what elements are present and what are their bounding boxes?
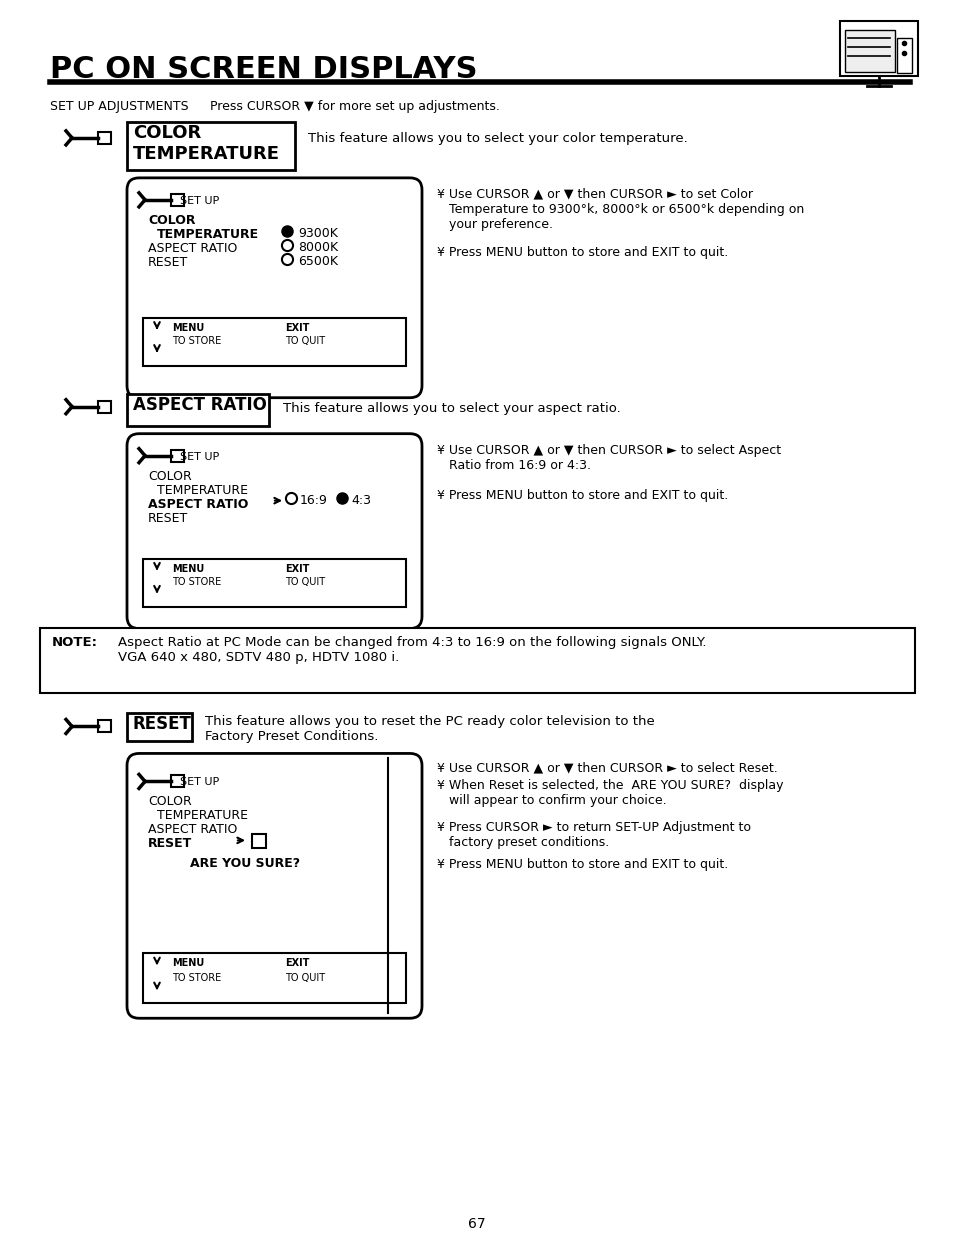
Bar bbox=[844, 30, 894, 72]
Text: TO QUIT: TO QUIT bbox=[285, 336, 325, 346]
Text: ¥ Use CURSOR ▲ or ▼ then CURSOR ► to select Aspect
   Ratio from 16:9 or 4:3.: ¥ Use CURSOR ▲ or ▼ then CURSOR ► to sel… bbox=[436, 443, 781, 472]
Text: TEMPERATURE: TEMPERATURE bbox=[157, 484, 248, 496]
Text: COLOR: COLOR bbox=[148, 469, 192, 483]
Bar bbox=[98, 400, 111, 412]
Bar bbox=[98, 720, 111, 732]
Text: ¥ When Reset is selected, the  ARE YOU SURE?  display
   will appear to confirm : ¥ When Reset is selected, the ARE YOU SU… bbox=[436, 779, 782, 808]
Text: 8000K: 8000K bbox=[297, 241, 337, 254]
Text: ¥ Use CURSOR ▲ or ▼ then CURSOR ► to set Color
   Temperature to 9300°k, 8000°k : ¥ Use CURSOR ▲ or ▼ then CURSOR ► to set… bbox=[436, 188, 803, 231]
Bar bbox=[171, 194, 184, 206]
Text: ASPECT RATIO: ASPECT RATIO bbox=[132, 395, 267, 414]
Text: COLOR
TEMPERATURE: COLOR TEMPERATURE bbox=[132, 124, 280, 163]
FancyBboxPatch shape bbox=[127, 753, 421, 1018]
Text: ¥ Press MENU button to store and EXIT to quit.: ¥ Press MENU button to store and EXIT to… bbox=[436, 489, 727, 501]
Text: TEMPERATURE: TEMPERATURE bbox=[157, 227, 259, 241]
Text: 6500K: 6500K bbox=[297, 254, 337, 268]
Text: 67: 67 bbox=[468, 1218, 485, 1231]
Text: ¥ Press CURSOR ► to return SET-UP Adjustment to
   factory preset conditions.: ¥ Press CURSOR ► to return SET-UP Adjust… bbox=[436, 821, 750, 850]
Text: This feature allows you to select your color temperature.: This feature allows you to select your c… bbox=[308, 132, 687, 144]
Text: MENU: MENU bbox=[172, 563, 204, 573]
Bar bbox=[98, 132, 111, 144]
Text: RESET: RESET bbox=[148, 511, 188, 525]
Bar bbox=[171, 450, 184, 462]
Text: RESET: RESET bbox=[148, 256, 188, 269]
Text: This feature allows you to select your aspect ratio.: This feature allows you to select your a… bbox=[283, 401, 620, 415]
Text: 4:3: 4:3 bbox=[351, 494, 371, 506]
Text: SET UP: SET UP bbox=[180, 452, 219, 462]
Text: TO STORE: TO STORE bbox=[172, 973, 221, 983]
Text: SET UP: SET UP bbox=[180, 196, 219, 206]
Text: RESET: RESET bbox=[132, 715, 192, 734]
Text: SET UP: SET UP bbox=[180, 777, 219, 788]
Text: ¥ Press MENU button to store and EXIT to quit.: ¥ Press MENU button to store and EXIT to… bbox=[436, 858, 727, 872]
Text: SET UP ADJUSTMENTS: SET UP ADJUSTMENTS bbox=[50, 100, 189, 112]
Text: EXIT: EXIT bbox=[285, 563, 309, 573]
FancyBboxPatch shape bbox=[127, 178, 421, 398]
Text: 9300K: 9300K bbox=[297, 227, 337, 240]
Text: ASPECT RATIO: ASPECT RATIO bbox=[148, 498, 248, 510]
Text: ASPECT RATIO: ASPECT RATIO bbox=[148, 824, 237, 836]
Text: ¥ Press MENU button to store and EXIT to quit.: ¥ Press MENU button to store and EXIT to… bbox=[436, 246, 727, 259]
Text: TO QUIT: TO QUIT bbox=[285, 973, 325, 983]
FancyBboxPatch shape bbox=[127, 433, 421, 629]
Text: MENU: MENU bbox=[172, 958, 204, 968]
Bar bbox=[171, 776, 184, 788]
Text: ¥ Use CURSOR ▲ or ▼ then CURSOR ► to select Reset.: ¥ Use CURSOR ▲ or ▼ then CURSOR ► to sel… bbox=[436, 762, 777, 774]
Bar bbox=[143, 558, 406, 606]
Bar bbox=[40, 627, 914, 694]
Text: NOTE:: NOTE: bbox=[52, 636, 98, 648]
Bar bbox=[127, 714, 192, 741]
Bar bbox=[252, 835, 266, 848]
Text: ASPECT RATIO: ASPECT RATIO bbox=[148, 242, 237, 254]
Text: EXIT: EXIT bbox=[285, 958, 309, 968]
Text: 16:9: 16:9 bbox=[299, 494, 328, 506]
Text: COLOR: COLOR bbox=[148, 795, 192, 809]
Text: TEMPERATURE: TEMPERATURE bbox=[157, 809, 248, 823]
Bar bbox=[896, 38, 911, 73]
Text: MENU: MENU bbox=[172, 322, 204, 332]
Text: Press CURSOR ▼ for more set up adjustments.: Press CURSOR ▼ for more set up adjustmen… bbox=[210, 100, 499, 112]
Bar bbox=[143, 953, 406, 1003]
Text: TO STORE: TO STORE bbox=[172, 336, 221, 346]
Text: ARE YOU SURE?: ARE YOU SURE? bbox=[190, 857, 300, 871]
Text: COLOR: COLOR bbox=[148, 214, 195, 227]
Text: RESET: RESET bbox=[148, 837, 193, 851]
Text: TO STORE: TO STORE bbox=[172, 577, 221, 587]
Text: This feature allows you to reset the PC ready color television to the
Factory Pr: This feature allows you to reset the PC … bbox=[205, 715, 654, 743]
Bar bbox=[840, 21, 917, 75]
Bar bbox=[143, 317, 406, 366]
Text: Aspect Ratio at PC Mode can be changed from 4:3 to 16:9 on the following signals: Aspect Ratio at PC Mode can be changed f… bbox=[118, 636, 706, 663]
Bar bbox=[127, 394, 269, 426]
Bar bbox=[127, 122, 294, 170]
Text: EXIT: EXIT bbox=[285, 322, 309, 332]
Text: TO QUIT: TO QUIT bbox=[285, 577, 325, 587]
Text: PC ON SCREEN DISPLAYS: PC ON SCREEN DISPLAYS bbox=[50, 56, 477, 84]
